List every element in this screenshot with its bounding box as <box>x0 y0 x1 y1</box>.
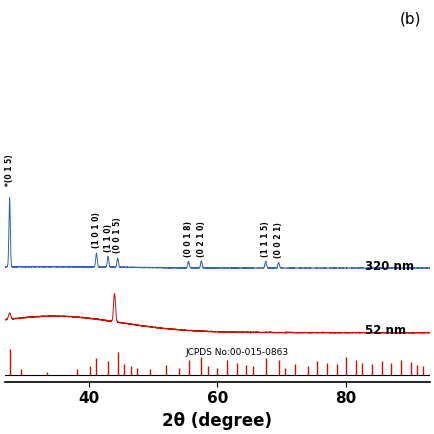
Text: (0 2 1 0): (0 2 1 0) <box>197 220 206 256</box>
Text: JCPDS No:00-015-0863: JCPDS No:00-015-0863 <box>185 348 289 357</box>
Text: (0 0 2 1): (0 0 2 1) <box>274 222 283 258</box>
X-axis label: 2θ (degree): 2θ (degree) <box>162 412 273 430</box>
Text: *(0 1 5): *(0 1 5) <box>5 155 14 186</box>
Text: (1 1 1 5): (1 1 1 5) <box>261 221 270 256</box>
Text: (1 1 0): (1 1 0) <box>104 224 112 252</box>
Text: (0 0 1 5): (0 0 1 5) <box>113 217 122 253</box>
Text: (0 0 1 8): (0 0 1 8) <box>184 221 193 257</box>
Text: (b): (b) <box>400 12 421 27</box>
Text: (1 0 1 0): (1 0 1 0) <box>92 213 101 248</box>
Text: 320 nm: 320 nm <box>365 260 414 273</box>
Text: 52 nm: 52 nm <box>365 324 407 337</box>
